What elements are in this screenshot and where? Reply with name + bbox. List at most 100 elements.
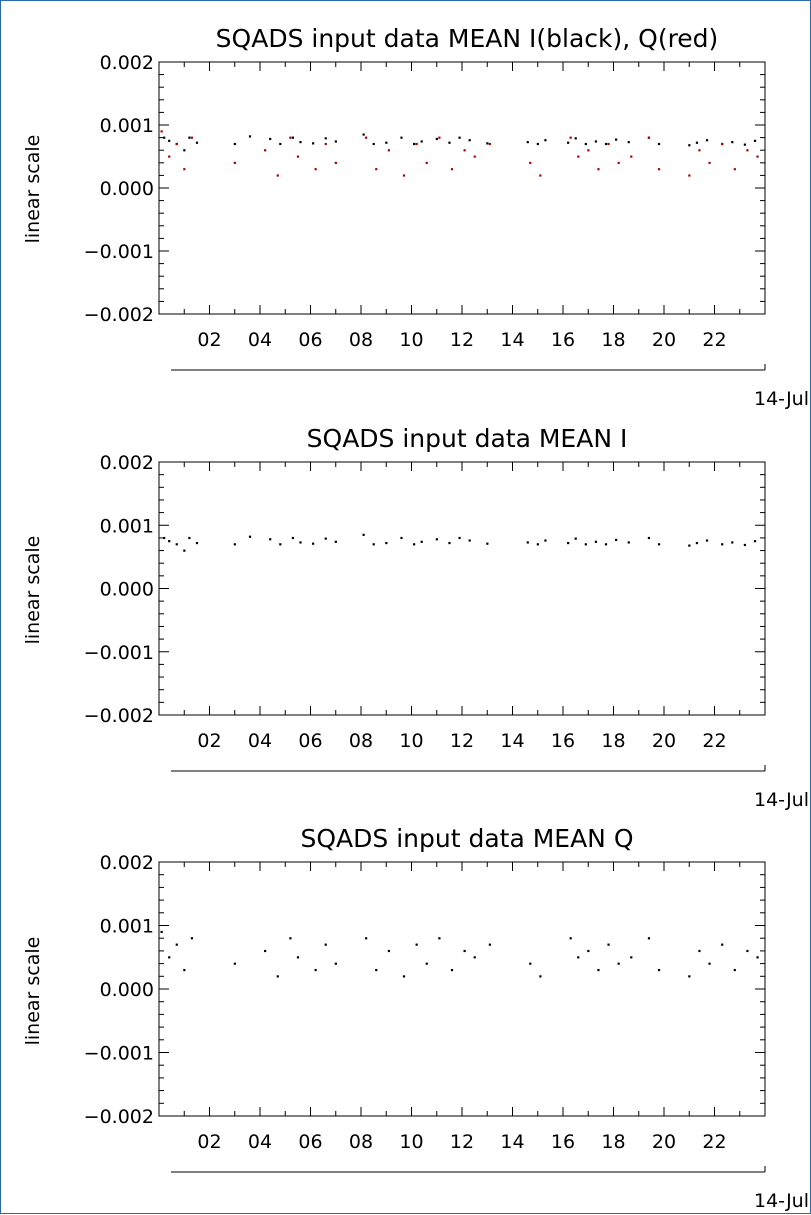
y-tick-label: 0.000 [100,579,154,601]
data-point [544,139,547,142]
data-point [248,535,252,538]
data-point [657,543,661,546]
data-point [248,135,252,138]
data-point [264,949,267,953]
data-point [486,542,489,545]
data-point [468,139,471,142]
data-point [289,937,292,940]
data-point [324,943,327,946]
data-point [731,141,734,144]
data-point [402,975,406,978]
y-tick-label: 0.000 [100,979,154,1001]
data-point [544,539,547,542]
data-point [529,962,532,965]
data-point [458,536,461,540]
data-point [435,538,438,541]
data-point [160,930,163,934]
data-point [299,541,302,544]
data-point [488,142,491,146]
plot-frame [158,461,766,716]
series-1 [163,533,757,552]
data-point [657,142,661,146]
data-point [627,541,630,544]
panel-2-date-label: 14-Jul [754,789,809,811]
x-tick-label: 22 [702,329,726,351]
data-point [753,540,757,543]
x-tick-label: 22 [702,730,726,752]
data-point [743,543,746,547]
panel-3-title: SQADS input data MEAN Q [300,824,633,853]
data-point [425,161,428,164]
data-point [688,174,691,177]
plot-frame [158,861,766,1117]
data-point [526,541,529,544]
data-point [183,149,186,152]
x-tick-label: 16 [551,730,575,752]
data-point [743,143,746,146]
data-point [577,956,580,959]
data-point [526,141,529,144]
x-tick-label: 10 [399,730,423,752]
x-tick-label: 16 [551,1131,575,1153]
data-point [425,962,428,965]
data-point [536,142,539,146]
data-point [597,968,600,972]
data-point [536,543,539,546]
y-tick-label: −0.002 [84,1106,154,1128]
data-point [314,168,317,171]
data-point [400,136,403,139]
data-point [630,155,633,158]
data-point [334,540,337,543]
data-point [698,949,701,953]
data-point [468,539,471,542]
x-tick-label: 06 [298,1131,322,1153]
data-point [362,133,365,136]
data-point [688,544,691,547]
data-point [387,149,390,152]
data-point [385,141,388,144]
x-tick-label: 04 [248,1131,272,1153]
data-point [233,543,236,546]
data-point [756,956,759,959]
data-point [705,139,709,142]
data-point [473,155,476,158]
x-tick-label: 02 [197,329,221,351]
data-point [698,149,701,152]
panel-1-date-label: 14-Jul [754,388,809,410]
data-point [291,536,295,540]
data-point [372,142,375,146]
data-point [233,142,236,146]
data-point [299,141,302,144]
data-point [630,956,633,959]
data-point [529,161,532,164]
data-point [188,536,191,540]
data-point [733,168,736,171]
data-point [594,140,598,143]
x-tick-label: 18 [601,329,625,351]
data-point [695,141,699,144]
series-I [163,133,757,152]
x-tick-label: 08 [349,1131,373,1153]
data-point [657,168,661,171]
data-point [688,144,691,147]
data-point [486,142,489,145]
data-point [473,956,476,959]
data-point [362,533,365,536]
data-point [733,968,736,972]
data-point [753,139,757,142]
data-point [594,540,598,543]
panel-2-ylabel: linear scale [22,536,44,645]
data-point [539,975,542,978]
data-point [584,543,587,546]
data-point [163,536,166,540]
data-point [233,962,236,965]
x-tick-label: 20 [652,329,676,351]
data-point [276,174,279,177]
y-tick-label: 0.001 [100,916,154,938]
data-point [175,943,178,946]
data-point [617,962,620,965]
data-point [334,161,337,164]
data-point [647,536,651,540]
data-point [314,968,317,972]
x-tick-label: 04 [248,730,272,752]
